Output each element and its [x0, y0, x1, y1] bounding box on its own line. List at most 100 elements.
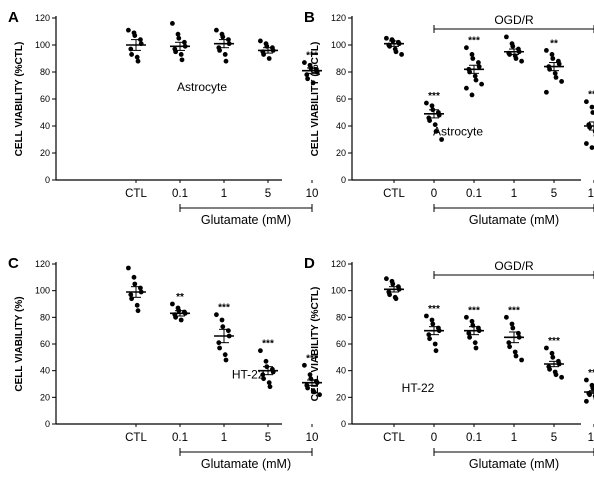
data-point	[267, 380, 272, 385]
y-tick-label: 20	[40, 148, 50, 158]
data-point	[430, 103, 435, 108]
data-point	[519, 358, 524, 363]
y-axis-label: CELL VIABILITY (%CTL)	[310, 287, 321, 402]
y-tick-label: 60	[336, 94, 346, 104]
data-point	[384, 276, 389, 281]
data-point	[474, 346, 479, 351]
data-point	[590, 110, 594, 115]
data-point	[510, 326, 515, 331]
data-point	[223, 52, 228, 57]
data-point	[559, 375, 564, 380]
data-point	[268, 384, 273, 389]
y-tick-label: 120	[331, 259, 346, 269]
data-point	[430, 322, 435, 327]
data-point	[553, 71, 558, 76]
data-point	[132, 275, 137, 280]
data-point	[267, 56, 272, 61]
data-point	[170, 21, 175, 26]
data-point	[132, 282, 137, 287]
y-tick-label: 40	[336, 121, 346, 131]
significance-stars: **	[550, 38, 558, 49]
data-point	[514, 354, 519, 359]
data-point	[510, 322, 515, 327]
treatment-label: Glutamate (mM)	[201, 213, 291, 227]
data-point	[220, 318, 225, 323]
y-axis-label: CELL VIABILITY (%CTL)	[14, 42, 25, 157]
data-point	[474, 78, 479, 83]
data-point	[510, 44, 515, 49]
x-tick-label: 0.1	[172, 432, 188, 444]
data-point	[519, 59, 524, 64]
data-point	[550, 355, 555, 360]
data-point	[550, 56, 555, 61]
data-point	[473, 74, 478, 79]
x-tick-label: 5	[551, 188, 557, 200]
data-point	[550, 351, 555, 356]
x-tick-label: 0	[431, 188, 437, 200]
y-tick-label: 100	[331, 40, 346, 50]
x-tick-label: 1	[511, 432, 517, 444]
data-point	[590, 105, 594, 110]
data-point	[126, 28, 131, 33]
data-point	[264, 359, 269, 364]
y-tick-label: 120	[35, 259, 50, 269]
data-point	[554, 75, 559, 80]
data-point	[467, 335, 472, 340]
data-point	[224, 358, 229, 363]
data-point	[180, 57, 185, 62]
data-point	[430, 318, 435, 323]
y-tick-label: 100	[331, 286, 346, 296]
significance-stars: ***	[468, 36, 480, 47]
data-point	[217, 48, 222, 53]
data-point	[584, 399, 589, 404]
x-tick-label: 10	[588, 432, 594, 444]
x-tick-label: 1	[511, 188, 517, 200]
y-tick-label: 0	[45, 175, 50, 185]
significance-stars: ***	[468, 305, 480, 316]
x-tick-label: 1	[221, 432, 227, 444]
data-point	[258, 39, 263, 44]
data-point	[559, 79, 564, 84]
data-point	[470, 56, 475, 61]
y-tick-label: 40	[40, 121, 50, 131]
y-tick-label: 40	[40, 366, 50, 376]
x-tick-label: 10	[306, 188, 319, 200]
x-tick-label: CTL	[383, 432, 405, 444]
y-tick-label: 100	[35, 40, 50, 50]
significance-stars: ***	[428, 91, 440, 102]
data-point	[470, 52, 475, 57]
data-point	[427, 118, 432, 123]
data-point	[470, 93, 475, 98]
x-tick-label: 5	[551, 432, 557, 444]
y-axis-label: CELL VIABILITY (%)	[14, 296, 25, 391]
y-tick-label: 0	[45, 419, 50, 429]
data-point	[387, 292, 392, 297]
data-point	[434, 129, 439, 134]
y-tick-label: 80	[40, 312, 50, 322]
treatment-label: Glutamate (mM)	[201, 457, 291, 471]
x-tick-label: 0	[431, 432, 437, 444]
y-tick-label: 20	[336, 392, 346, 402]
data-point	[554, 372, 559, 377]
data-point	[547, 367, 552, 372]
significance-stars: ***	[262, 339, 274, 350]
data-point	[132, 33, 137, 38]
y-tick-label: 120	[35, 13, 50, 23]
y-tick-label: 80	[336, 67, 346, 77]
cell-type-label: Astrocyte	[433, 124, 483, 138]
data-point	[170, 302, 175, 307]
x-tick-label: 5	[265, 432, 271, 444]
significance-stars: ***	[218, 303, 230, 314]
data-point	[479, 82, 484, 87]
data-point	[439, 137, 444, 142]
y-tick-label: 40	[336, 366, 346, 376]
data-point	[470, 319, 475, 324]
panel-letter: D	[304, 255, 315, 272]
data-point	[476, 60, 481, 65]
data-point	[584, 141, 589, 146]
x-tick-label: 10	[588, 188, 594, 200]
